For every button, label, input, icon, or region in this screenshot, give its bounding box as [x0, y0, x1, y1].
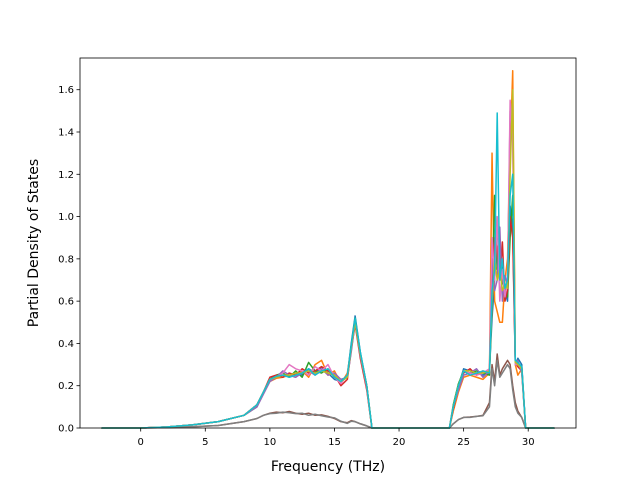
x-tick-label: 10 — [264, 437, 277, 448]
y-tick-label: 0.6 — [58, 297, 74, 308]
y-tick-label: 0.2 — [58, 381, 74, 392]
y-tick-label: 0.0 — [58, 424, 74, 435]
y-tick-label: 1.4 — [58, 128, 74, 139]
x-axis-label: Frequency (THz) — [271, 459, 385, 475]
x-tick-label: 15 — [328, 437, 341, 448]
y-axis: 0.0 0.2 0.4 0.6 0.8 1.0 1.2 1.4 1.6 — [58, 85, 80, 435]
x-tick-label: 30 — [522, 437, 535, 448]
series-layer — [101, 69, 555, 429]
y-tick-label: 0.4 — [58, 339, 74, 350]
series-line-8 — [101, 359, 555, 429]
x-axis: 0 5 10 15 20 25 30 — [138, 428, 535, 448]
y-tick-label: 0.8 — [58, 254, 74, 265]
x-tick-label: 0 — [138, 437, 144, 448]
x-tick-label: 20 — [393, 437, 406, 448]
x-tick-label: 5 — [202, 437, 208, 448]
series-line-10 — [101, 112, 555, 429]
y-tick-label: 1.0 — [58, 212, 74, 223]
y-tick-label: 1.2 — [58, 170, 74, 181]
y-axis-label: Partial Density of States — [26, 159, 42, 327]
plot-frame — [79, 57, 577, 429]
y-tick-label: 1.6 — [58, 85, 74, 96]
x-tick-label: 25 — [457, 437, 470, 448]
